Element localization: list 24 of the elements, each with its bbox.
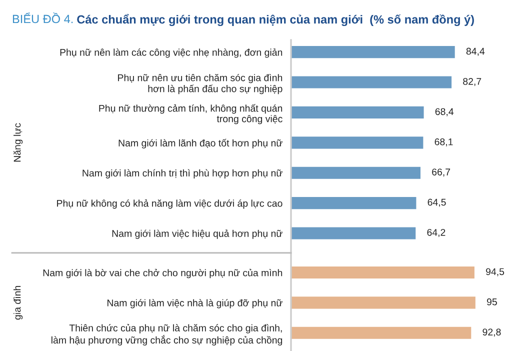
text: Năng lực (13, 123, 23, 162)
data-label: 64,2 (427, 228, 446, 237)
y-tick-label: Nam giới làm việc nhà là giúp đỡ phụ nữ (107, 299, 282, 308)
y-tick-label: Nam giới làm việc hiệu quả hơn phụ nữ (112, 230, 282, 239)
y-tick-label: Nam giới làm chính trị thì phù hợp hơn phụ nữ (82, 169, 282, 178)
data-label: 68,4 (435, 108, 454, 116)
data-label: 94,5 (486, 268, 504, 276)
y-tick-label: Nam giới làm lãnh đạo tốt hơn phụ nữ (118, 138, 282, 148)
text: BIỂU ĐỒ 4. (12, 12, 73, 24)
text: gia đình (13, 286, 23, 320)
data-label: 84,4 (466, 48, 485, 56)
data-label: 68,1 (434, 138, 453, 146)
data-label: 82,7 (463, 78, 482, 86)
data-label: 95 (486, 298, 497, 306)
chart-subtitle: Các chuẩn mực giới trong quan niệm của nam giới (% số nam đồng ý) (77, 14, 474, 26)
data-label: 64,5 (428, 198, 446, 207)
y-tick-label: Thiên chức của phụ nữ là chăm sóc cho gia đình, làm hậu phương vững chắc cho sự nghiệp của chồng (52, 324, 282, 346)
data-label: 92,8 (482, 328, 501, 337)
y-tick-label: Phụ nữ không có khả năng làm việc dưới áp lực cao (57, 199, 282, 209)
y-tick-label: Phụ nữ thường cảm tính, không nhất quán trong công việc (99, 104, 282, 124)
y-tick-label: Phụ nữ nên ưu tiên chăm sóc gia đình hơn là phấn đấu cho sự nghiệp (118, 74, 282, 94)
y-tick-label: Phụ nữ nên làm các công việc nhẹ nhàng, đơn giản (60, 48, 282, 58)
data-label: 66,7 (432, 168, 450, 177)
y-tick-label: Nam giới là bờ vai che chở cho người phụ nữ của mình (43, 268, 282, 278)
